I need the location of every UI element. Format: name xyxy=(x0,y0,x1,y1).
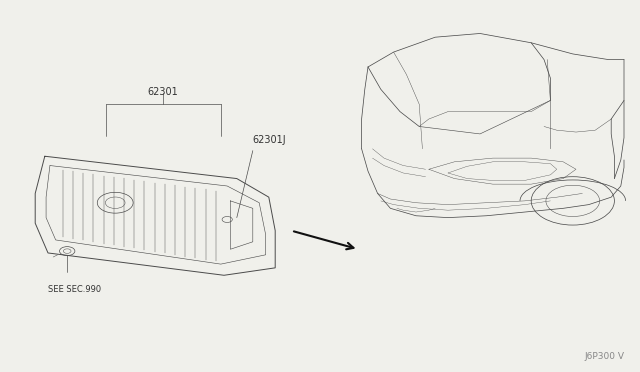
Text: 62301J: 62301J xyxy=(253,135,287,145)
Text: 62301: 62301 xyxy=(148,87,179,97)
Text: SEE SEC.990: SEE SEC.990 xyxy=(48,285,101,294)
Text: J6P300 V: J6P300 V xyxy=(584,352,624,361)
